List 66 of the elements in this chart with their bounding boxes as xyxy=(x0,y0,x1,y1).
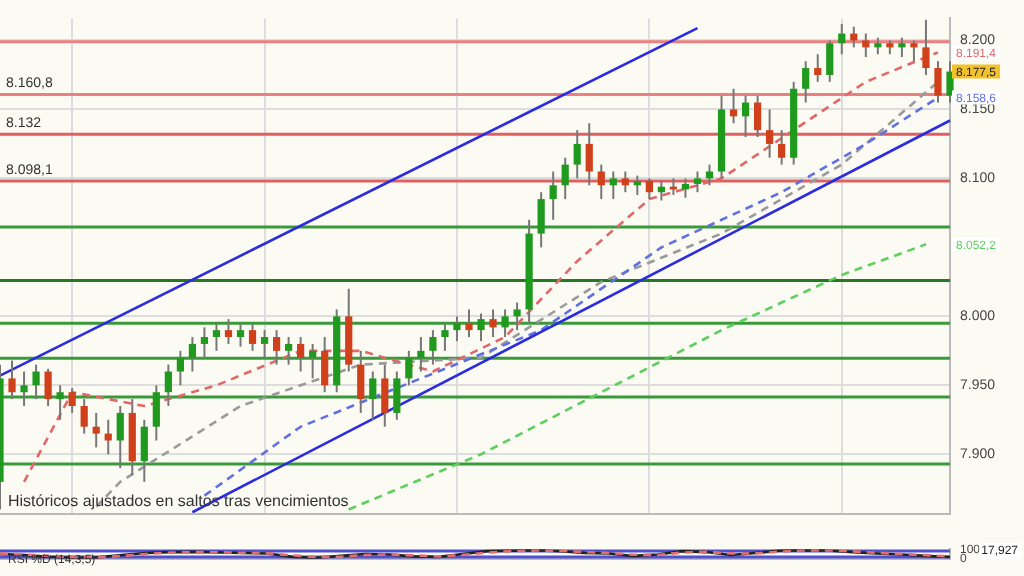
candlestick xyxy=(814,53,822,83)
candlestick xyxy=(212,322,221,352)
candlestick xyxy=(20,370,28,408)
candlestick xyxy=(934,60,942,104)
candlestick xyxy=(297,336,305,373)
candlestick xyxy=(176,349,184,387)
candlestick xyxy=(116,405,124,470)
candlestick xyxy=(405,349,413,387)
candlestick xyxy=(248,322,257,352)
candlestick xyxy=(152,384,160,442)
candlestick xyxy=(321,336,329,394)
candlestick xyxy=(92,411,100,449)
candlestick xyxy=(898,36,906,59)
candlestick xyxy=(80,398,88,435)
candlestick xyxy=(381,363,389,428)
candlestick xyxy=(393,370,401,421)
candlestick xyxy=(609,170,617,201)
candlestick xyxy=(453,315,461,343)
candlestick xyxy=(441,322,449,352)
candlestick xyxy=(573,129,581,180)
candlestick xyxy=(946,60,954,104)
candlestick xyxy=(838,22,846,56)
candlestick xyxy=(753,94,762,139)
candlestick xyxy=(537,191,545,249)
candlestick xyxy=(729,87,738,125)
candlestick xyxy=(272,329,281,366)
candlestick xyxy=(417,336,425,373)
candlestick xyxy=(309,342,317,380)
candlestick xyxy=(922,18,930,76)
candlestick xyxy=(489,308,497,339)
candlestick xyxy=(513,301,521,332)
candlestick xyxy=(140,418,148,483)
candlestick xyxy=(369,370,377,421)
candlestick xyxy=(645,177,653,201)
candlestick xyxy=(561,156,569,201)
candlestick xyxy=(465,308,473,339)
candlestick xyxy=(260,329,269,359)
candlestick xyxy=(826,39,834,83)
candlestick xyxy=(8,359,16,401)
candlestick xyxy=(32,363,40,401)
candlestick xyxy=(802,60,810,104)
line-series xyxy=(347,243,928,511)
candlestick xyxy=(597,163,605,201)
candlestick xyxy=(200,326,209,359)
candlestick xyxy=(778,129,786,166)
candlestick xyxy=(224,318,233,345)
candlestick xyxy=(862,32,870,59)
candlestick xyxy=(633,174,641,196)
candlestick xyxy=(44,367,52,408)
candlestick xyxy=(549,170,557,221)
candlestick xyxy=(501,308,509,339)
candlestick xyxy=(621,170,629,194)
candlestick xyxy=(766,108,774,159)
candlestick xyxy=(285,336,293,366)
candlestick xyxy=(56,384,64,421)
candlestick xyxy=(236,322,245,348)
candlestick xyxy=(188,336,197,373)
candlestick xyxy=(693,170,702,194)
candlestick xyxy=(585,122,593,187)
candlestick xyxy=(68,387,76,414)
candlestick xyxy=(164,363,172,408)
candlestick xyxy=(477,312,485,343)
candlestick xyxy=(357,349,365,414)
candlestick xyxy=(741,94,750,139)
candlestick xyxy=(910,39,918,63)
candlestick xyxy=(429,329,437,366)
